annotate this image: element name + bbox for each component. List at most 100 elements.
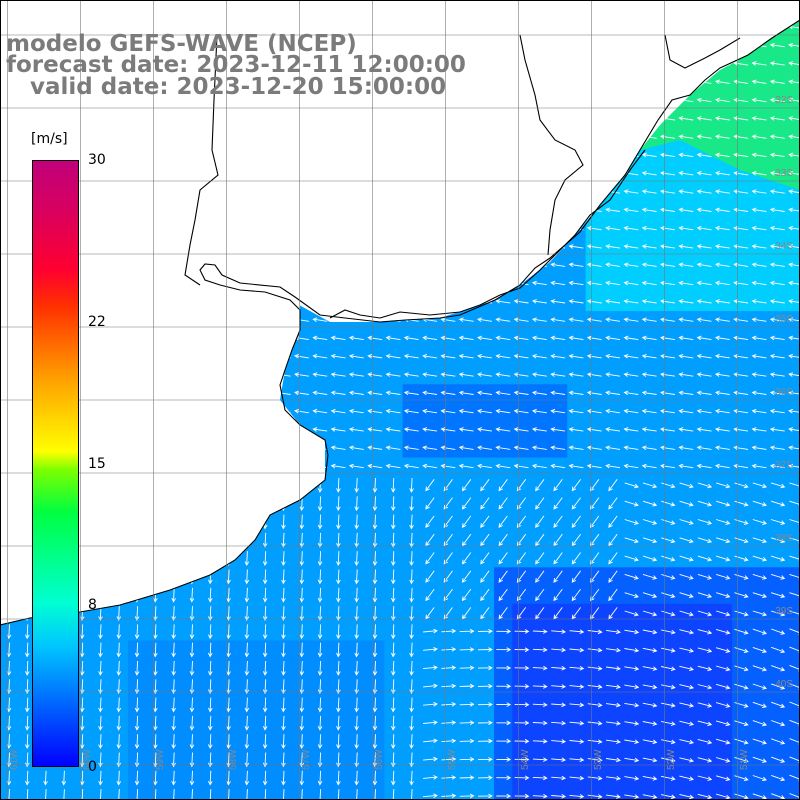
wind-arrow — [714, 335, 730, 341]
wind-arrow — [477, 353, 492, 359]
wind-arrow — [788, 207, 800, 213]
wind-arrow — [586, 280, 602, 286]
wind-arrow — [608, 515, 618, 528]
wind-arrow — [642, 555, 658, 562]
wind-arrow — [752, 628, 767, 635]
wind-arrow — [714, 79, 730, 85]
wind-arrow — [390, 587, 396, 603]
wind-arrow — [641, 390, 657, 396]
wind-arrow — [734, 793, 749, 800]
wind-arrow — [714, 244, 730, 249]
wind-arrow — [771, 665, 786, 672]
wind-arrow — [409, 660, 414, 676]
wind-arrow — [372, 532, 378, 548]
wind-arrow — [330, 445, 346, 451]
wind-arrow — [788, 170, 800, 176]
wind-arrow — [733, 299, 749, 304]
wind-arrow — [641, 445, 657, 451]
wind-arrow — [660, 353, 675, 359]
valid-date: valid date: 2023-12-20 15:00:00 — [6, 74, 447, 100]
wind-arrow — [116, 660, 122, 676]
wind-arrow — [134, 660, 140, 676]
wind-arrow — [498, 588, 508, 602]
wind-arrow — [733, 244, 749, 249]
wind-arrow — [714, 116, 730, 121]
wind-arrow — [606, 757, 621, 763]
wind-arrow — [409, 514, 414, 530]
wind-arrow — [642, 629, 658, 635]
wind-arrow — [624, 519, 639, 525]
wind-arrow — [586, 225, 602, 231]
wind-arrow — [641, 280, 657, 286]
wind-arrow — [678, 116, 694, 121]
speed-cell — [786, 292, 800, 312]
wind-arrow — [354, 715, 359, 731]
wind-arrow — [441, 647, 457, 652]
wind-arrow — [390, 496, 396, 512]
wind-arrow — [661, 629, 676, 635]
wind-arrow — [606, 647, 621, 653]
wind-arrow — [372, 660, 378, 676]
wind-arrow — [423, 646, 438, 652]
wind-arrow — [769, 170, 785, 176]
wind-arrow — [752, 482, 767, 489]
speed-cell — [786, 237, 800, 257]
longitude-label: 51W — [739, 749, 750, 770]
wind-arrow — [641, 353, 657, 359]
wind-arrow — [513, 427, 529, 432]
wind-arrow — [696, 225, 712, 231]
wind-arrow — [299, 569, 305, 585]
wind-arrow — [535, 533, 545, 547]
wind-arrow — [769, 299, 785, 304]
wind-arrow — [409, 569, 414, 585]
wind-arrow — [642, 684, 658, 690]
wind-arrow — [425, 552, 435, 565]
wind-arrow — [513, 317, 529, 322]
wind-arrow — [477, 317, 492, 322]
wind-arrow — [716, 519, 731, 525]
wind-arrow — [244, 734, 250, 750]
wind-arrow — [715, 683, 731, 690]
wind-arrow — [770, 555, 786, 562]
wind-arrow — [697, 757, 713, 763]
wind-arrow — [409, 734, 414, 750]
wind-arrow — [788, 262, 800, 268]
wind-arrow — [348, 408, 364, 414]
wind-arrow — [587, 775, 603, 781]
wind-arrow — [751, 445, 767, 451]
wind-arrow — [733, 134, 749, 139]
wind-arrow — [312, 408, 328, 414]
wind-arrow — [587, 702, 603, 708]
wind-arrow — [281, 752, 286, 768]
wind-arrow — [733, 170, 749, 176]
wind-arrow — [367, 408, 383, 414]
wind-arrow — [226, 606, 231, 621]
wind-arrow — [24, 679, 30, 695]
wind-arrow — [696, 170, 712, 176]
wind-arrow — [550, 427, 566, 432]
wind-arrow — [789, 610, 800, 617]
wind-arrow — [734, 482, 749, 489]
wind-arrow — [422, 463, 438, 469]
longitude-label: 56W — [374, 749, 385, 770]
wind-arrow — [425, 479, 435, 492]
wind-arrow — [678, 262, 694, 268]
wind-arrow — [642, 537, 658, 544]
wind-arrow — [390, 514, 396, 530]
wind-arrow — [697, 519, 713, 525]
wind-arrow — [660, 427, 675, 432]
wind-arrow — [153, 679, 158, 695]
wind-arrow — [623, 317, 639, 322]
wind-arrow — [262, 606, 268, 621]
wind-arrow — [660, 463, 675, 469]
wind-arrow — [624, 721, 640, 726]
wind-arrow — [788, 463, 800, 469]
wind-arrow — [514, 629, 530, 634]
wind-arrow — [336, 752, 341, 768]
wind-arrow — [605, 353, 621, 359]
wind-arrow — [459, 647, 475, 652]
wind-arrow — [367, 427, 383, 432]
wind-arrow — [714, 427, 730, 432]
wind-arrow — [660, 445, 675, 451]
wind-arrow — [586, 262, 602, 268]
